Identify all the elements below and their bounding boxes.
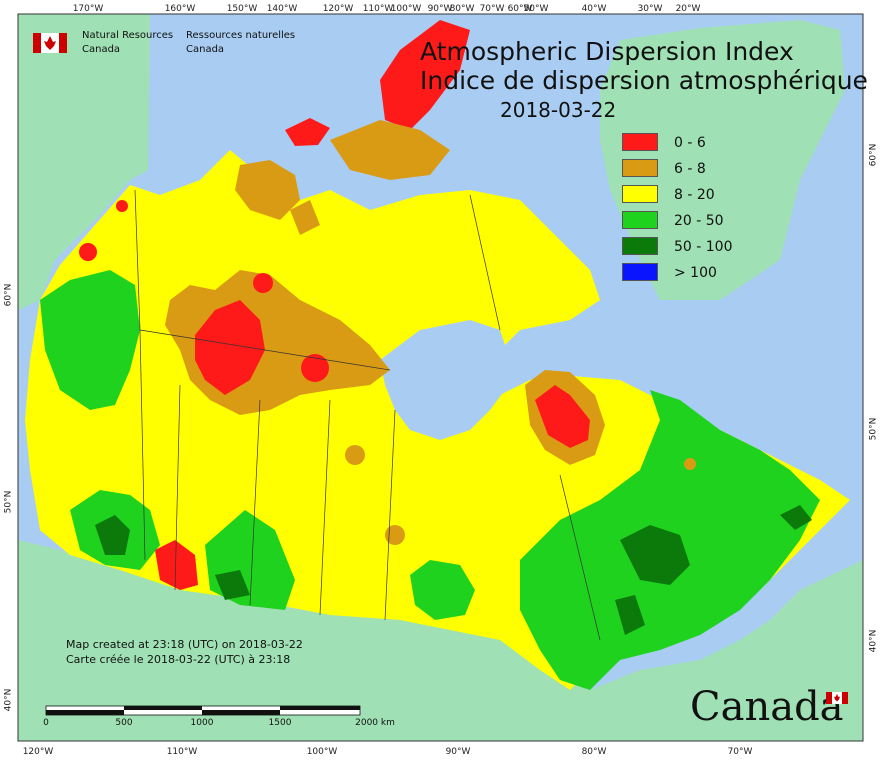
- graticule-label: 50°W: [523, 4, 549, 14]
- graticule-label: 120°W: [22, 747, 54, 757]
- map-border: [17, 13, 864, 742]
- map-title-fr: Indice de dispersion atmosphérique: [420, 66, 868, 95]
- graticule-label: 50°N: [3, 490, 14, 514]
- graticule-label: 70°W: [727, 747, 753, 757]
- legend-swatch: [622, 211, 658, 229]
- east-darkgreen-3: [780, 505, 812, 530]
- map-title-en: Atmospheric Dispersion Index: [420, 37, 794, 66]
- scale-label: 500: [115, 718, 133, 728]
- graticule-label: 30°W: [637, 4, 663, 14]
- graticule-label: 80°W: [449, 4, 475, 14]
- scale-label: 1000: [190, 718, 214, 728]
- east-darkgreen-2: [615, 595, 645, 635]
- agency-name-en-line2: Canada: [82, 44, 121, 55]
- arctic-orange-1: [330, 120, 450, 180]
- bc-darkgreen: [95, 515, 130, 555]
- red-spot-2: [253, 273, 273, 293]
- graticule-label: 150°W: [226, 4, 258, 14]
- quebec-red: [535, 385, 590, 448]
- greenland-land: [600, 20, 845, 300]
- agency-name-fr-line2: Canada: [186, 44, 225, 55]
- legend-swatch: [622, 133, 658, 151]
- graticule-label: 80°W: [581, 747, 607, 757]
- agency-name-en-line1: Natural Resources: [82, 30, 174, 41]
- graticule-label: 140°W: [266, 4, 298, 14]
- scale-label: 2000 km: [355, 718, 395, 728]
- arctic-orange-3: [290, 200, 320, 235]
- orange-spot-mb: [345, 445, 365, 465]
- red-spot-4: [116, 200, 128, 212]
- legend-item: 8 - 20: [622, 185, 772, 205]
- nw-red: [195, 300, 265, 395]
- agency-name-fr-line1: Ressources naturelles: [186, 30, 296, 41]
- legend-item: 6 - 8: [622, 159, 772, 179]
- map-date: 2018-03-22: [500, 98, 617, 122]
- graticule-label: 70°W: [479, 4, 505, 14]
- graticule-label: 50°N: [868, 417, 879, 441]
- alberta-red: [155, 540, 198, 590]
- graticule-label: 40°N: [3, 688, 14, 712]
- legend-item: 20 - 50: [622, 211, 772, 231]
- legend-item: > 100: [622, 263, 772, 283]
- arctic-red-small: [285, 118, 330, 146]
- orange-spot-east: [684, 458, 696, 470]
- graticule-label: 90°W: [427, 4, 453, 14]
- graticule-label: 40°N: [868, 629, 879, 653]
- scale-label: 1500: [268, 718, 292, 728]
- legend-label: 50 - 100: [674, 239, 733, 255]
- wordmark-flag-icon: [826, 692, 848, 704]
- credit-created-en: Map created at 23:18 (UTC) on 2018-03-22: [66, 638, 303, 651]
- legend-label: 8 - 20: [674, 187, 715, 203]
- legend-swatch: [622, 263, 658, 281]
- scale-label: 0: [43, 718, 49, 728]
- graticule-label: 60°W: [507, 4, 533, 14]
- graticule-label: 60°N: [868, 143, 879, 167]
- legend-swatch: [622, 185, 658, 203]
- province-boundaries: [134, 189, 601, 641]
- alaska-land: [18, 14, 150, 310]
- usa-land: [18, 540, 863, 741]
- legend-label: > 100: [674, 265, 717, 281]
- east-darkgreen-1: [620, 525, 690, 585]
- scale-bar: [45, 705, 361, 716]
- graticule-label: 110°W: [362, 4, 394, 14]
- legend-swatch: [622, 237, 658, 255]
- legend-label: 20 - 50: [674, 213, 724, 229]
- arctic-orange-2: [235, 160, 300, 220]
- graticule-label: 100°W: [306, 747, 338, 757]
- canada-wordmark: Canada: [690, 684, 844, 730]
- red-spot-1: [301, 354, 329, 382]
- credit-created-fr: Carte créée le 2018-03-22 (UTC) à 23:18: [66, 653, 291, 666]
- manitoba-green: [410, 560, 475, 620]
- red-spot-3: [79, 243, 97, 261]
- legend-label: 6 - 8: [674, 161, 706, 177]
- legend-item: 0 - 6: [622, 133, 772, 153]
- graticule-label: 90°W: [445, 747, 471, 757]
- legend-item: 50 - 100: [622, 237, 772, 257]
- graticule-label: 40°W: [581, 4, 607, 14]
- orange-spot-ont: [385, 525, 405, 545]
- graticule-label: 120°W: [322, 4, 354, 14]
- ellesmere-red: [380, 20, 470, 130]
- hudson-bay: [380, 320, 510, 440]
- graticule-label: 60°N: [3, 283, 14, 307]
- graticule-label: 160°W: [164, 4, 196, 14]
- legend-swatch: [622, 159, 658, 177]
- south-darkgreen-1: [215, 570, 250, 600]
- legend-label: 0 - 6: [674, 135, 706, 151]
- graticule-label: 100°W: [390, 4, 422, 14]
- graticule-label: 170°W: [72, 4, 104, 14]
- west-green: [40, 270, 140, 410]
- graticule-label: 110°W: [166, 747, 198, 757]
- nrc-flag-icon: [33, 33, 67, 53]
- graticule-label: 20°W: [675, 4, 701, 14]
